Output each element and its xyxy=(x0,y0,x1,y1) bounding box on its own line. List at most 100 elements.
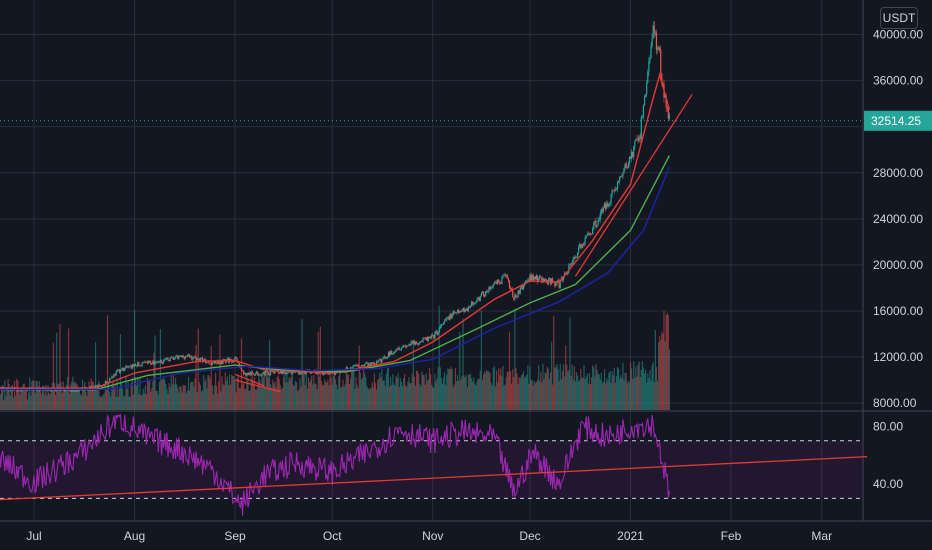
volume-bar xyxy=(586,373,588,410)
volume-bar xyxy=(385,373,387,410)
volume-bar xyxy=(656,381,659,410)
volume-bar xyxy=(515,367,517,410)
volume-bar xyxy=(511,383,513,410)
candle-body xyxy=(71,390,73,392)
volume-bar xyxy=(230,384,232,410)
candle-body xyxy=(372,363,374,364)
volume-bar xyxy=(346,373,348,410)
candle-body xyxy=(466,308,468,311)
volume-bar xyxy=(82,380,84,410)
currency-button[interactable]: USDT xyxy=(880,7,918,29)
candle-body xyxy=(451,314,453,318)
volume-bar xyxy=(643,373,646,410)
volume-bar xyxy=(492,368,494,410)
volume-bar xyxy=(630,368,633,410)
candle-body xyxy=(598,219,600,221)
volume-bar xyxy=(342,379,344,410)
candle-body xyxy=(469,306,472,308)
volume-bar xyxy=(69,393,71,410)
volume-bar xyxy=(293,385,296,410)
volume-bar xyxy=(221,376,223,410)
candle-body xyxy=(635,138,637,142)
candle-body xyxy=(395,349,397,352)
volume-bar xyxy=(155,390,157,410)
candle-body xyxy=(641,116,643,118)
volume-bar xyxy=(237,375,239,410)
candle-body xyxy=(236,358,238,362)
candle-body xyxy=(413,340,415,345)
candle-body xyxy=(285,372,287,374)
candle-body xyxy=(397,347,399,350)
volume-bar xyxy=(574,381,576,410)
volume-bar xyxy=(619,378,621,410)
candle-body xyxy=(131,364,133,369)
volume-bar xyxy=(225,380,227,410)
candle-body xyxy=(408,344,410,346)
volume-bar xyxy=(208,375,210,410)
moving-average-line xyxy=(0,155,671,391)
candle-body xyxy=(264,370,266,375)
volume-bar xyxy=(415,370,418,410)
volume-bar xyxy=(377,379,379,410)
candle-body xyxy=(193,356,195,358)
candle-body xyxy=(504,275,506,276)
volume-bar xyxy=(433,387,435,410)
candle-body xyxy=(473,303,475,305)
volume-bar xyxy=(442,377,445,410)
volume-bar xyxy=(578,381,580,410)
candle-body xyxy=(146,362,149,364)
volume-bar xyxy=(366,385,368,410)
volume-bar xyxy=(410,382,412,410)
candle-body xyxy=(111,376,113,379)
volume-bar xyxy=(87,389,89,410)
volume-bar xyxy=(193,386,195,410)
volume-bar xyxy=(473,377,475,410)
candle-body xyxy=(144,361,146,363)
volume-bar xyxy=(312,384,314,410)
candle-body xyxy=(49,389,51,392)
candle-body xyxy=(129,365,131,367)
volume-bar xyxy=(522,371,525,410)
volume-bar xyxy=(297,391,299,410)
volume-bar xyxy=(414,385,417,410)
volume-bar xyxy=(226,376,229,410)
candle-body xyxy=(55,390,57,392)
candle-body xyxy=(462,308,464,311)
candle-body xyxy=(440,324,442,327)
candle-body xyxy=(600,209,602,214)
volume-bar xyxy=(16,378,18,410)
volume-bar xyxy=(290,376,292,410)
candle-body xyxy=(147,361,150,364)
volume-bar xyxy=(167,394,169,410)
volume-bar xyxy=(191,381,193,410)
candle-body xyxy=(501,277,503,285)
volume-bar xyxy=(463,375,465,410)
volume-bar xyxy=(559,363,561,410)
candle-body xyxy=(214,361,217,363)
volume-bar xyxy=(146,378,149,410)
volume-bar xyxy=(318,376,320,410)
volume-bar xyxy=(546,366,548,410)
candle-body xyxy=(612,190,614,192)
candle-body xyxy=(195,357,197,361)
candle-body xyxy=(183,357,185,359)
volume-bar xyxy=(284,371,286,410)
volume-bar xyxy=(120,382,123,410)
volume-bar xyxy=(446,374,448,410)
candle-body xyxy=(447,316,449,318)
volume-bar xyxy=(637,364,639,410)
candle-body xyxy=(427,337,430,341)
volume-bar xyxy=(323,385,325,410)
volume-bar xyxy=(11,384,13,410)
candle-body xyxy=(499,281,501,284)
candle-body xyxy=(165,359,167,360)
volume-bar xyxy=(480,310,482,410)
candle-body xyxy=(213,361,216,363)
volume-bar xyxy=(422,374,424,410)
volume-bar xyxy=(665,314,667,410)
volume-bar xyxy=(177,387,179,410)
candle-body xyxy=(382,357,384,360)
candle-body xyxy=(438,327,440,333)
trendlines xyxy=(0,94,863,393)
volume-bar xyxy=(76,384,78,410)
